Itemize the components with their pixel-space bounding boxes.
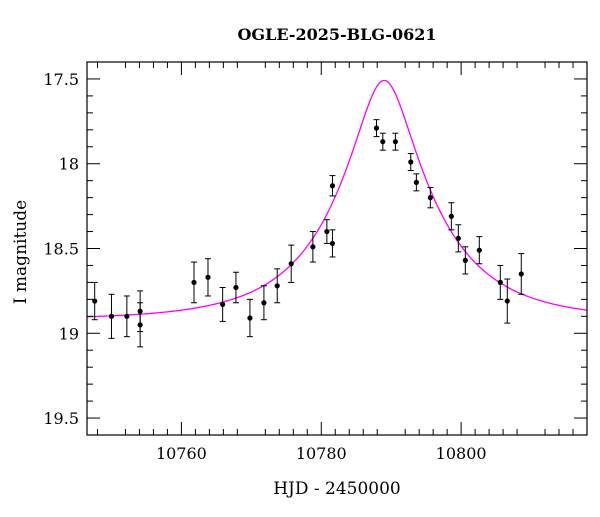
data-point xyxy=(427,186,434,209)
data-point xyxy=(190,261,197,304)
data-point-marker xyxy=(220,301,226,308)
model-curve xyxy=(86,79,588,318)
y-tick-label: 18.5 xyxy=(43,240,79,259)
data-point-marker xyxy=(137,322,143,328)
data-point-marker xyxy=(504,298,510,304)
data-point xyxy=(373,119,380,138)
data-point xyxy=(504,278,511,324)
data-point xyxy=(518,253,525,295)
data-point xyxy=(274,268,281,304)
data-point-marker xyxy=(274,283,280,289)
plot-frame xyxy=(86,61,588,436)
data-point xyxy=(455,224,462,253)
data-point-marker xyxy=(92,298,98,304)
x-axis-label: HJD - 2450000 xyxy=(273,479,401,499)
data-point xyxy=(329,229,336,258)
data-point-marker xyxy=(205,274,211,280)
data-point xyxy=(309,231,316,263)
model-curve-layer xyxy=(86,79,588,318)
data-point xyxy=(123,295,130,338)
data-point xyxy=(379,132,386,151)
data-point xyxy=(232,271,239,304)
data-point-marker xyxy=(124,313,130,319)
data-point-marker xyxy=(476,247,482,253)
data-point xyxy=(91,281,98,321)
data-point xyxy=(288,244,295,283)
data-point-marker xyxy=(233,284,239,291)
data-point xyxy=(323,219,330,244)
data-point-marker xyxy=(380,139,386,145)
data-point xyxy=(219,286,226,322)
data-point xyxy=(108,293,115,339)
data-point xyxy=(329,175,336,197)
x-tick-label: 10800 xyxy=(436,444,487,463)
axis-ticks-layer: 10760 10780 10800 17.5 18 18.5 19 19.5 xyxy=(43,61,588,463)
data-point-marker xyxy=(455,235,461,241)
data-point xyxy=(204,258,211,297)
data-point xyxy=(448,202,455,231)
data-point-marker xyxy=(518,271,524,277)
data-point-marker xyxy=(261,300,267,306)
data-point xyxy=(462,246,469,275)
data-point xyxy=(246,298,253,338)
data-point-marker xyxy=(497,279,503,286)
data-point xyxy=(392,132,399,151)
data-point-marker xyxy=(408,159,414,165)
data-point xyxy=(497,264,504,300)
data-point-marker xyxy=(324,228,330,235)
y-axis-label: I magnitude xyxy=(11,200,31,304)
data-point-marker xyxy=(462,257,468,263)
data-point-marker xyxy=(329,183,336,189)
data-point-marker xyxy=(247,315,253,321)
data-points-layer xyxy=(91,119,525,348)
data-point-marker xyxy=(329,240,336,247)
data-point xyxy=(407,153,414,172)
y-tick-label: 19.5 xyxy=(43,409,79,428)
x-tick-label: 10760 xyxy=(156,444,207,463)
data-point-marker xyxy=(413,179,419,185)
data-point-marker xyxy=(288,261,294,267)
data-point xyxy=(137,302,144,348)
data-point-marker xyxy=(373,125,380,131)
data-point xyxy=(413,173,420,192)
y-tick-label: 17.5 xyxy=(43,70,79,89)
y-tick-label: 18 xyxy=(59,155,79,174)
data-point-marker xyxy=(448,213,454,219)
chart-title: OGLE-2025-BLG-0621 xyxy=(237,25,436,44)
data-point xyxy=(476,236,483,265)
data-point-marker xyxy=(310,244,316,250)
data-point-marker xyxy=(427,195,433,201)
data-point xyxy=(260,285,267,321)
data-point-marker xyxy=(108,313,115,319)
data-point-marker xyxy=(191,279,197,286)
data-point-marker xyxy=(392,139,398,145)
x-tick-label: 10780 xyxy=(296,444,347,463)
y-tick-label: 19 xyxy=(59,324,79,343)
